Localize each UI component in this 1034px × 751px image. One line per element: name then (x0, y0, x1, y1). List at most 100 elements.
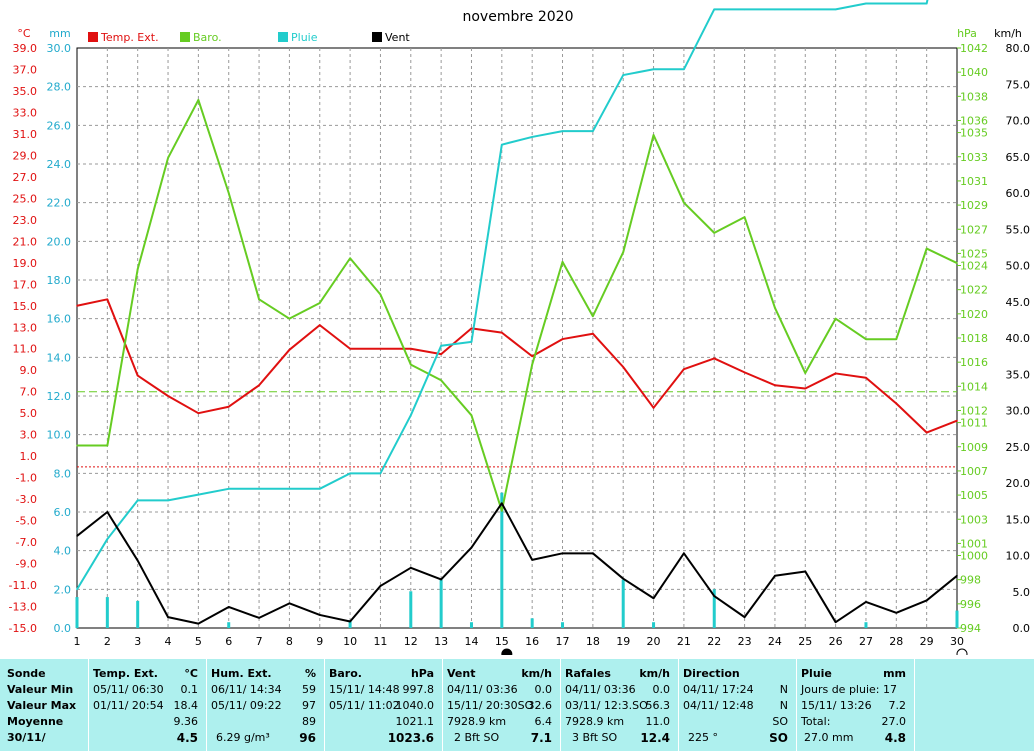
point-baro (774, 306, 776, 309)
pluie-total: 27.0 (881, 715, 907, 728)
point-rain (318, 488, 321, 490)
baro-max-time: 05/11/ 11:02 (329, 699, 400, 712)
temp-tick-label: 13.0 (13, 321, 38, 334)
point-rain (409, 414, 412, 417)
rafales-title: Rafales (565, 667, 611, 680)
pluie-max-time: 15/11/ 13:26 (801, 699, 872, 712)
direction-title: Direction (683, 667, 740, 680)
point-temp (470, 327, 473, 330)
point-rain (561, 130, 564, 132)
temp-title: Temp. Ext. (93, 667, 158, 680)
temp-tick-label: 19.0 (13, 257, 38, 270)
point-wind (834, 621, 837, 623)
temp-tick-label: -11.0 (9, 579, 37, 592)
point-wind (318, 614, 321, 616)
row-label-avg: Moyenne (7, 715, 64, 728)
temp-tick-label: 3.0 (20, 429, 38, 442)
temp-tick-label: 5.0 (20, 407, 38, 420)
point-baro (258, 298, 260, 301)
point-temp (652, 407, 655, 409)
rain-tick-label: 26.0 (47, 119, 72, 132)
hum-max-value: 97 (302, 699, 316, 712)
direction-max-value: N (779, 699, 788, 712)
point-baro (379, 293, 382, 296)
point-baro (956, 262, 958, 264)
point-rain (895, 2, 898, 5)
point-baro (683, 201, 685, 204)
point-wind (379, 585, 382, 587)
rain-tick-label: 28.0 (47, 81, 72, 94)
hum-max-time: 05/11/ 09:22 (211, 699, 282, 712)
rain-bar (955, 610, 959, 628)
baro-tick-label: 1031 (960, 175, 988, 188)
wind-tick-label: 10.0 (1006, 550, 1031, 563)
point-wind (531, 559, 533, 561)
baro-tick-label: 1035 (960, 127, 988, 140)
point-rain (379, 472, 382, 475)
rain-bar (561, 622, 565, 628)
point-temp (167, 395, 169, 397)
point-baro (76, 444, 78, 447)
point-temp (227, 405, 230, 408)
point-wind (136, 559, 139, 562)
baro-tick-label: 1038 (960, 90, 988, 103)
point-wind (592, 552, 594, 555)
vent-max-value: 32.6 (527, 699, 553, 712)
point-temp (501, 331, 503, 334)
hum-title: Hum. Ext. (211, 667, 272, 680)
x-tick-label: 21 (677, 635, 691, 648)
point-temp (197, 412, 200, 414)
point-temp (956, 419, 958, 422)
x-tick-label: 17 (556, 635, 570, 648)
point-baro (713, 232, 716, 234)
point-wind (409, 567, 412, 569)
temp-tick-label: 27.0 (13, 171, 38, 184)
summary-pluie: Pluie mm Jours de pluie: 17 15/11/ 13:26… (796, 659, 915, 751)
axis-ticks: 1 2 3 4 5 6 7 8 9 10 11 12 13 14 15 16 17 18 19 20 21 22 23 24 2… (9, 42, 1030, 648)
legend-swatch (88, 32, 98, 42)
x-tick-label: 28 (889, 635, 903, 648)
point-baro (167, 157, 169, 159)
rain-tick-label: 4.0 (54, 545, 72, 558)
point-baro (349, 257, 351, 260)
wind-tick-label: 35.0 (1006, 368, 1031, 381)
baro-min-time: 15/11/ 14:48 (329, 683, 400, 696)
direction-degrees: 225 ° (688, 731, 718, 744)
point-wind (76, 535, 78, 537)
point-baro (561, 261, 564, 263)
baro-tick-label: 1022 (960, 284, 988, 297)
rain-bar (500, 492, 504, 628)
summary-background (0, 659, 1034, 751)
wind-tick-label: 65.0 (1006, 151, 1031, 164)
rain-bar (652, 622, 656, 628)
rain-tick-label: 16.0 (47, 313, 72, 326)
point-wind (258, 617, 260, 619)
point-rain (227, 488, 230, 490)
point-rain (167, 499, 169, 502)
temp-tick-label: 1.0 (20, 450, 38, 463)
hum-min-time: 06/11/ 14:34 (211, 683, 282, 696)
x-tick-label: 13 (434, 635, 448, 648)
legend-swatch (372, 32, 382, 42)
point-wind (227, 606, 230, 608)
temp-tick-label: -15.0 (9, 622, 37, 635)
point-baro (834, 317, 837, 320)
temp-tick-label: 37.0 (13, 63, 38, 76)
point-temp (743, 371, 746, 374)
temp-tick-label: -13.0 (9, 601, 37, 614)
x-tick-label: 7 (256, 635, 263, 648)
x-tick-label: 18 (586, 635, 600, 648)
temp-tick-label: 11.0 (13, 343, 38, 356)
point-rain (652, 68, 655, 71)
point-baro (409, 363, 412, 366)
point-rain (470, 341, 473, 343)
x-tick-label: 27 (859, 635, 873, 648)
current-date: 30/11/ (7, 731, 46, 744)
point-rain (501, 143, 503, 146)
point-temp (379, 347, 382, 350)
point-rain (743, 8, 746, 11)
rafales-current: 12.4 (640, 731, 670, 745)
point-rain (622, 74, 625, 76)
point-temp (288, 349, 291, 351)
x-tick-label: 2 (104, 635, 111, 648)
